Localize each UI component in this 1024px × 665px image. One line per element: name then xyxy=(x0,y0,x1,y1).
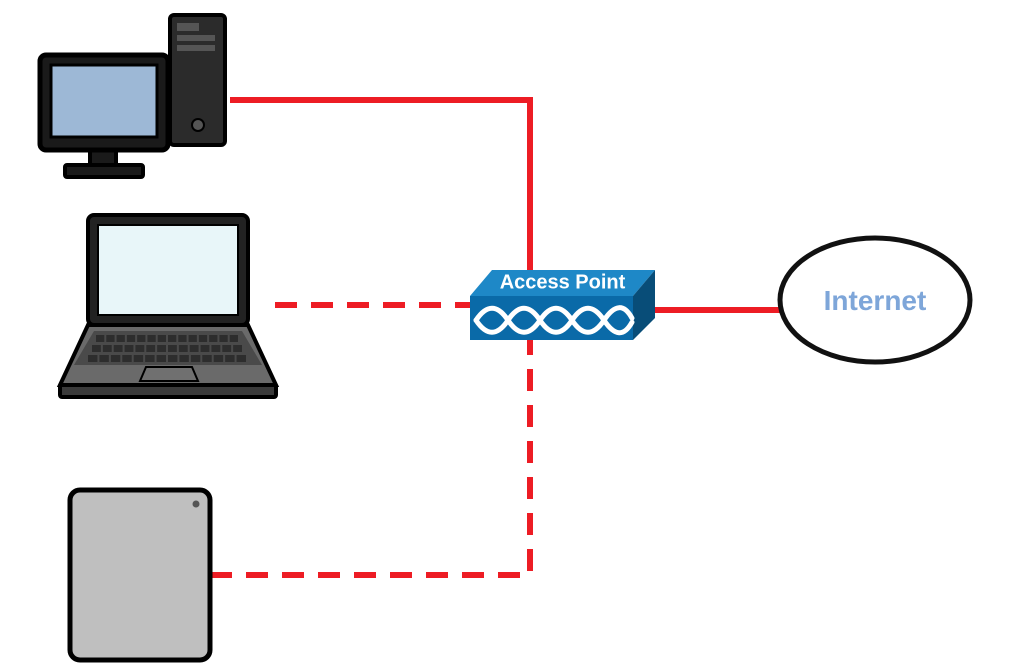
access-point-icon: Access Point xyxy=(470,270,655,340)
desktop-pc-icon xyxy=(40,15,225,177)
edge-desktop-to-ap xyxy=(230,100,530,285)
laptop-icon xyxy=(60,215,276,397)
network-diagram: Access Point Internet xyxy=(0,0,1024,665)
internet-label: Internet xyxy=(824,285,927,316)
internet-ellipse-icon: Internet xyxy=(780,238,970,362)
tablet-icon xyxy=(70,490,210,660)
diagram-canvas: Access Point Internet xyxy=(0,0,1024,665)
access-point-label: Access Point xyxy=(500,272,626,294)
